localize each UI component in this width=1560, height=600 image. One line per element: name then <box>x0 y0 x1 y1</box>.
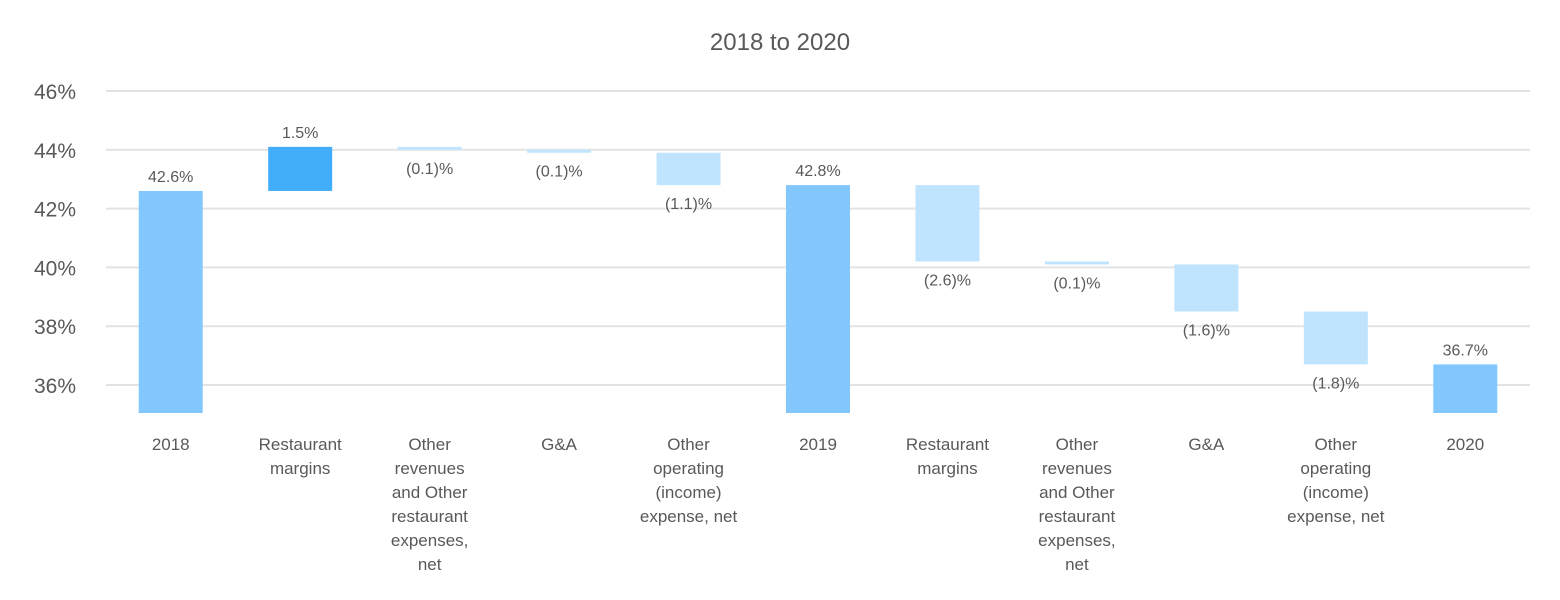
category-label-line: operating <box>653 459 724 478</box>
data-label: (2.6)% <box>924 273 971 290</box>
category-label-line: 2020 <box>1446 435 1484 454</box>
category-label-line: margins <box>917 459 977 478</box>
category-label-line: 2018 <box>152 435 190 454</box>
category-label-line: and Other <box>1039 483 1115 502</box>
category-label: Restaurant margins <box>259 435 342 478</box>
y-tick-label: 38% <box>34 316 76 339</box>
category-label: Other operating (income) expense, net <box>1287 435 1385 526</box>
category-label-line: Restaurant <box>906 435 989 454</box>
chart-title: 2018 to 2020 <box>710 29 850 56</box>
data-label: 42.8% <box>795 163 840 180</box>
category-label: G&A <box>1188 435 1225 454</box>
bar-decrease <box>1044 261 1109 265</box>
y-axis-ticks: 36% 38% 40% 42% 44% 46% <box>34 81 76 398</box>
category-label-line: restaurant <box>391 507 468 526</box>
category-label: 2020 <box>1446 435 1484 454</box>
bars <box>138 146 1498 413</box>
data-label: (0.1)% <box>536 164 583 181</box>
y-tick-label: 42% <box>34 199 76 222</box>
data-label: 36.7% <box>1443 342 1488 359</box>
category-label-line: margins <box>270 459 330 478</box>
category-label-line: revenues <box>395 459 465 478</box>
bar-increase <box>268 146 333 191</box>
category-label-line: 2019 <box>799 435 837 454</box>
bar-total <box>138 190 203 413</box>
category-label: Other revenues and Other restaurant expenses… <box>391 435 469 574</box>
category-label-line: Restaurant <box>259 435 342 454</box>
category-label-line: Other <box>408 435 451 454</box>
category-label-line: revenues <box>1042 459 1112 478</box>
category-label-line: G&A <box>1188 435 1225 454</box>
data-label: 42.6% <box>148 169 193 186</box>
category-label: G&A <box>541 435 578 454</box>
category-label-line: expense, net <box>640 507 738 526</box>
y-tick-label: 44% <box>34 140 76 163</box>
bar-decrease <box>527 149 592 153</box>
category-label-line: operating <box>1300 459 1371 478</box>
data-label: (1.1)% <box>665 196 712 213</box>
bar-decrease <box>1174 264 1239 312</box>
category-label: Other operating (income) expense, net <box>640 435 738 526</box>
x-axis-categories: 2018 Restaurant margins Other revenues and Ot… <box>152 435 1484 574</box>
data-label: (1.8)% <box>1312 375 1359 392</box>
category-label: 2018 <box>152 435 190 454</box>
category-label: 2019 <box>799 435 837 454</box>
category-label-line: Other <box>667 435 710 454</box>
category-label-line: net <box>1065 555 1089 574</box>
category-label-line: expenses, <box>391 531 469 550</box>
data-label: 1.5% <box>282 125 318 142</box>
category-label-line: Other <box>1315 435 1358 454</box>
category-label-line: Other <box>1056 435 1099 454</box>
category-label: Restaurant margins <box>906 435 989 478</box>
data-label: (0.1)% <box>406 161 453 178</box>
category-label-line: expense, net <box>1287 507 1385 526</box>
bar-total <box>1433 364 1498 413</box>
bar-decrease <box>397 146 462 150</box>
bar-total <box>786 185 850 413</box>
category-label-line: (income) <box>655 483 721 502</box>
bar-decrease <box>1303 311 1368 365</box>
y-tick-label: 46% <box>34 81 76 104</box>
y-tick-label: 40% <box>34 257 76 280</box>
bar-decrease <box>656 152 721 186</box>
category-label-line: (income) <box>1303 483 1369 502</box>
category-label-line: expenses, <box>1038 531 1116 550</box>
category-label-line: G&A <box>541 435 578 454</box>
y-tick-label: 36% <box>34 375 76 398</box>
category-label-line: restaurant <box>1039 507 1116 526</box>
data-label: (0.1)% <box>1053 275 1100 292</box>
bar-decrease <box>915 185 980 262</box>
data-labels: 42.6% 1.5% (0.1)% (0.1)% (1.1)% 42.8% (2.6)% (0… <box>148 125 1488 393</box>
data-label: (1.6)% <box>1183 323 1230 340</box>
category-label-line: net <box>418 555 442 574</box>
category-label: Other revenues and Other restaurant expenses… <box>1038 435 1116 574</box>
category-label-line: and Other <box>392 483 468 502</box>
